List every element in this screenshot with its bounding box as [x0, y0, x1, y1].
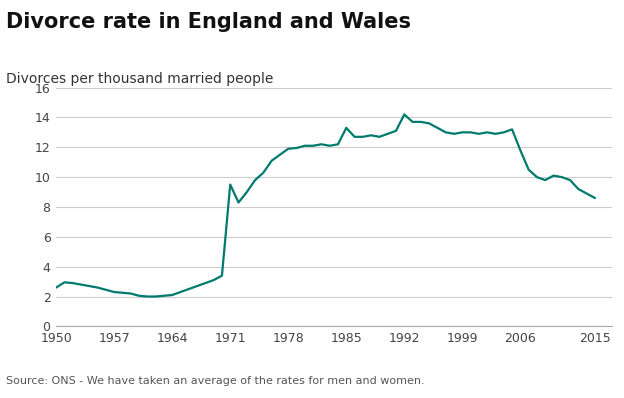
Text: Divorces per thousand married people: Divorces per thousand married people — [6, 72, 273, 86]
Text: Divorce rate in England and Wales: Divorce rate in England and Wales — [6, 12, 411, 32]
Text: BBC: BBC — [569, 370, 598, 382]
Text: Source: ONS - We have taken an average of the rates for men and women.: Source: ONS - We have taken an average o… — [6, 376, 425, 386]
